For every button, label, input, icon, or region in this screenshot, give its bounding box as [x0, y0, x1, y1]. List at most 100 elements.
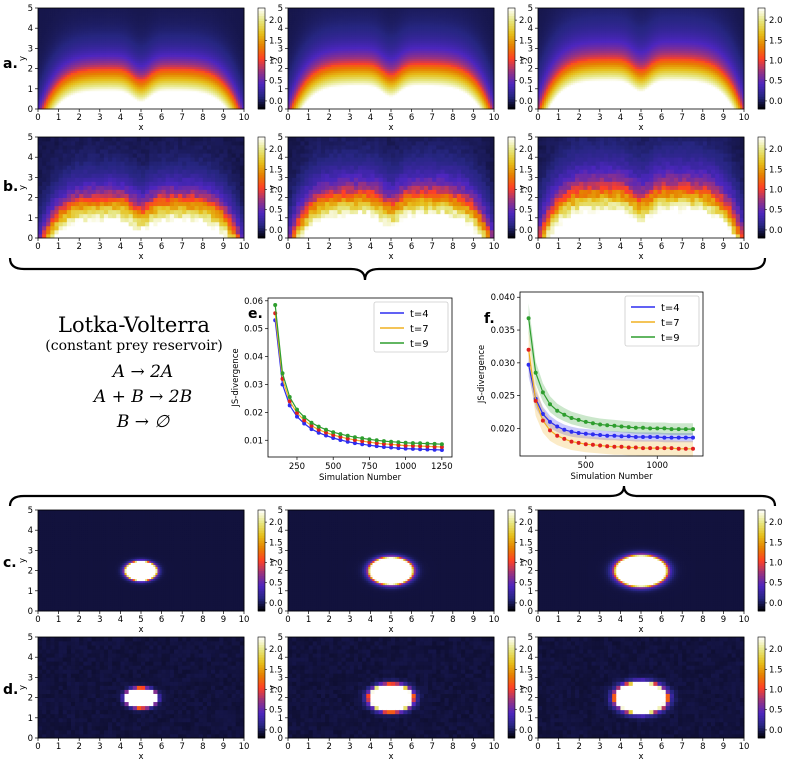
x-tick-label: 8	[700, 742, 705, 752]
data-point-t=9	[691, 427, 695, 432]
curly-brace	[8, 485, 777, 507]
x-tick-label: 10	[239, 113, 250, 123]
panel-label-f: f.	[484, 311, 495, 327]
y-tick-label: 2	[28, 567, 33, 577]
data-point-t=7	[425, 444, 430, 449]
y-tick-label: 1	[278, 85, 283, 95]
data-point-t=7	[540, 418, 545, 423]
colorbar-tick-label: 0.0	[769, 726, 783, 736]
data-point-t=9	[626, 425, 631, 430]
y-tick-label: 1	[28, 714, 33, 724]
x-tick-label: 8	[700, 113, 705, 123]
y-tick-label: 2	[278, 567, 283, 577]
y-tick-label: 0.03	[244, 380, 263, 390]
panel-label-a: a.	[3, 56, 18, 72]
y-tick-label: 4	[28, 153, 33, 163]
y-axis-label: JS-divergence	[231, 348, 241, 407]
data-point-t=4	[432, 447, 437, 452]
panel-label-c: c.	[3, 555, 17, 571]
x-tick-label: 10	[739, 242, 750, 252]
data-point-t=7	[367, 440, 372, 445]
colorbar-tick-label: 1.5	[519, 665, 533, 675]
data-point-t=7	[352, 438, 357, 442]
data-point-t=7	[381, 441, 386, 446]
x-tick-label: 3	[347, 113, 352, 123]
y-tick-label: 4	[528, 526, 533, 536]
data-point-t=7	[598, 443, 603, 448]
x-tick-label: 4	[368, 113, 373, 123]
y-tick-label: 0.040	[491, 293, 515, 303]
data-point-t=7	[676, 446, 681, 451]
x-tick-label: 5	[638, 113, 643, 123]
colorbar-tick-label: 1.0	[269, 686, 283, 696]
y-tick-label: 5	[528, 133, 533, 143]
colorbar-tick-label: 2.0	[519, 16, 533, 26]
data-point-t=4	[360, 442, 365, 447]
colorbar-tick-label: 2.0	[769, 518, 783, 528]
colorbar-tick-label: 2.0	[769, 16, 783, 26]
colorbar-tick-label: 0.0	[269, 599, 283, 609]
legend-label-t=9: t=9	[410, 339, 429, 350]
data-point-t=4	[302, 421, 307, 426]
colorbar-tick-label: 0.0	[769, 599, 783, 609]
colorbar-tick-label: 2.0	[769, 645, 783, 655]
y-tick-label: 0.020	[491, 424, 515, 434]
x-tick-label: 7	[429, 113, 434, 123]
y-axis-label: y	[18, 558, 28, 563]
data-point-t=4	[676, 435, 681, 440]
x-tick-label: 0	[285, 615, 290, 625]
data-point-t=9	[324, 427, 328, 432]
x-tick-label: 0	[35, 242, 40, 252]
y-tick-label: 2	[28, 694, 33, 704]
x-tick-label: 500	[325, 462, 341, 472]
x-tick-label: 4	[618, 742, 623, 752]
data-point-t=9	[669, 427, 674, 432]
data-point-t=4	[410, 446, 415, 451]
y-tick-label: 3	[28, 673, 33, 683]
colorbar-tick-label: 0.0	[519, 226, 533, 236]
y-tick-label: 0	[28, 105, 33, 115]
y-tick-label: 5	[528, 506, 533, 516]
y-tick-label: 0	[278, 234, 283, 244]
y-tick-label: 2	[278, 194, 283, 204]
data-point-t=7	[295, 410, 299, 415]
data-point-t=4	[540, 412, 545, 416]
x-tick-label: 9	[721, 615, 726, 625]
y-tick-label: 3	[528, 546, 533, 556]
y-tick-label: 0	[28, 607, 33, 617]
x-tick-label: 3	[347, 742, 352, 752]
x-tick-label: 2	[576, 615, 581, 625]
panel-label-e: e.	[248, 306, 263, 322]
y-tick-label: 5	[528, 4, 533, 14]
data-point-t=4	[425, 447, 430, 452]
panel-label-b: b.	[3, 179, 18, 195]
x-tick-label: 6	[659, 113, 664, 123]
data-point-t=9	[302, 415, 307, 420]
x-tick-label: 1	[56, 615, 61, 625]
x-tick-label: 250	[289, 462, 305, 472]
x-tick-label: 2	[326, 742, 331, 752]
y-axis-label: y	[18, 685, 28, 690]
x-tick-label: 10	[739, 615, 750, 625]
y-axis-label: JS-divergence	[477, 345, 487, 404]
data-point-t=9	[605, 423, 610, 428]
x-axis-label: x	[638, 625, 643, 635]
x-tick-label: 4	[118, 615, 123, 625]
data-point-t=7	[655, 446, 660, 451]
x-tick-label: 4	[618, 242, 623, 252]
x-tick-label: 5	[138, 242, 143, 252]
colorbar	[257, 7, 266, 110]
data-point-t=4	[367, 443, 372, 448]
data-point-t=9	[418, 441, 423, 446]
x-tick-label: 8	[200, 242, 205, 252]
x-tick-label: 10	[239, 742, 250, 752]
x-tick-label: 9	[471, 615, 476, 625]
x-tick-label: 7	[179, 615, 184, 625]
colorbar-tick-label: 2.0	[269, 518, 283, 528]
x-tick-label: 9	[471, 742, 476, 752]
colorbar-tick-label: 0.5	[519, 706, 533, 716]
colorbar	[507, 509, 516, 612]
x-tick-label: 5	[638, 615, 643, 625]
